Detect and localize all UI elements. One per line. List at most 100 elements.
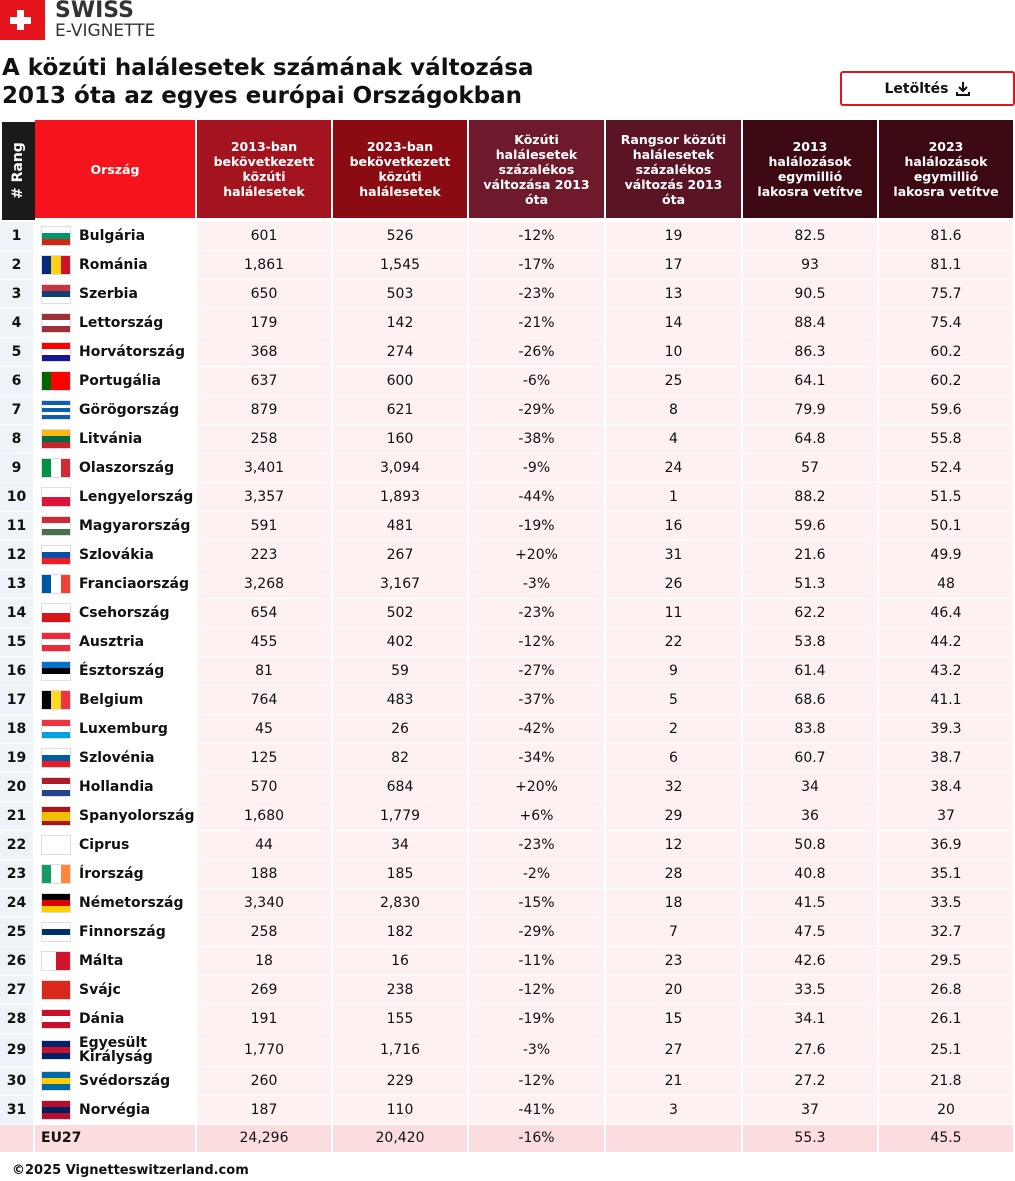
value: -9% xyxy=(469,454,606,483)
value: 260 xyxy=(197,1067,333,1096)
column-header: 2013 halálozások egymillió lakosra vetít… xyxy=(743,120,879,220)
download-icon xyxy=(955,81,970,96)
country: Svédország xyxy=(35,1067,197,1096)
value: 188 xyxy=(197,860,333,889)
rank: 1 xyxy=(0,222,35,251)
rank: 18 xyxy=(0,715,35,744)
value: 24 xyxy=(606,454,743,483)
value: 34 xyxy=(743,773,879,802)
value: -29% xyxy=(469,396,606,425)
rank: 22 xyxy=(0,831,35,860)
value: 7 xyxy=(606,918,743,947)
country: Finnország xyxy=(35,918,197,947)
value: -44% xyxy=(469,483,606,512)
value: 1,779 xyxy=(333,802,469,831)
value: 20 xyxy=(879,1096,1015,1125)
value: 182 xyxy=(333,918,469,947)
value: 1,680 xyxy=(197,802,333,831)
flag xyxy=(41,1071,71,1091)
logo-text: SWISS xyxy=(55,0,134,23)
flag xyxy=(41,951,71,971)
value: 81 xyxy=(197,657,333,686)
value: 179 xyxy=(197,309,333,338)
value: 110 xyxy=(333,1096,469,1125)
country-name: Németország xyxy=(79,895,184,911)
value: 59 xyxy=(333,657,469,686)
flag xyxy=(41,806,71,826)
value: 6 xyxy=(606,744,743,773)
value: 41.1 xyxy=(879,686,1015,715)
value: 3,268 xyxy=(197,570,333,599)
value: 37 xyxy=(743,1096,879,1125)
value: 75.7 xyxy=(879,280,1015,309)
value: 79.9 xyxy=(743,396,879,425)
download-button[interactable]: Letöltés xyxy=(840,71,1015,106)
flag xyxy=(41,284,71,304)
value: 40.8 xyxy=(743,860,879,889)
country: Luxemburg xyxy=(35,715,197,744)
value: 191 xyxy=(197,1005,333,1034)
country: Ciprus xyxy=(35,831,197,860)
logo-cross xyxy=(10,10,31,30)
title-line: A közúti halálesetek számának változása xyxy=(2,55,534,81)
value: 223 xyxy=(197,541,333,570)
value: 879 xyxy=(197,396,333,425)
value: 25 xyxy=(606,367,743,396)
value: 75.4 xyxy=(879,309,1015,338)
value: 59.6 xyxy=(743,512,879,541)
value: 368 xyxy=(197,338,333,367)
country-name: Horvátország xyxy=(79,344,185,360)
value: -23% xyxy=(469,831,606,860)
rank: 27 xyxy=(0,976,35,1005)
country-name: Szlovákia xyxy=(79,547,154,563)
flag xyxy=(41,719,71,739)
rank: 23 xyxy=(0,860,35,889)
rank: 6 xyxy=(0,367,35,396)
value: 88.4 xyxy=(743,309,879,338)
value: 86.3 xyxy=(743,338,879,367)
country-name: Hollandia xyxy=(79,779,154,795)
country-name: Litvánia xyxy=(79,431,143,447)
table: # Rang Ország 2013-ban bekövetkezett közút… xyxy=(0,120,1015,1153)
value: 44 xyxy=(197,831,333,860)
value: 601 xyxy=(197,222,333,251)
country: Svájc xyxy=(35,976,197,1005)
country: Spanyolország xyxy=(35,802,197,831)
value: 526 xyxy=(333,222,469,251)
flag xyxy=(41,893,71,913)
value: 29 xyxy=(606,802,743,831)
value: 93 xyxy=(743,251,879,280)
country-name: Finnország xyxy=(79,924,166,940)
value: 55.8 xyxy=(879,425,1015,454)
value: 3,167 xyxy=(333,570,469,599)
value: 10 xyxy=(606,338,743,367)
rank: 13 xyxy=(0,570,35,599)
value: 25.1 xyxy=(879,1034,1015,1067)
value: -37% xyxy=(469,686,606,715)
value: 88.2 xyxy=(743,483,879,512)
value: 52.4 xyxy=(879,454,1015,483)
value: 36 xyxy=(743,802,879,831)
value: 238 xyxy=(333,976,469,1005)
value: 3 xyxy=(606,1096,743,1125)
flag xyxy=(41,255,71,275)
rank: 3 xyxy=(0,280,35,309)
rank: 20 xyxy=(0,773,35,802)
value: 16 xyxy=(333,947,469,976)
value: 21.8 xyxy=(879,1067,1015,1096)
rank: 11 xyxy=(0,512,35,541)
value: -3% xyxy=(469,1034,606,1067)
value: -11% xyxy=(469,947,606,976)
value: -38% xyxy=(469,425,606,454)
value: 21 xyxy=(606,1067,743,1096)
value: 1,545 xyxy=(333,251,469,280)
country: Lettország xyxy=(35,309,197,338)
value: 483 xyxy=(333,686,469,715)
value: 5 xyxy=(606,686,743,715)
value: 3,340 xyxy=(197,889,333,918)
title-line: 2013 óta az egyes európai Országokban xyxy=(2,83,523,109)
value: 1,770 xyxy=(197,1034,333,1067)
column-header: 2023-ban bekövetkezett közúti halálesete… xyxy=(333,120,469,220)
value: 37 xyxy=(879,802,1015,831)
flag xyxy=(41,313,71,333)
